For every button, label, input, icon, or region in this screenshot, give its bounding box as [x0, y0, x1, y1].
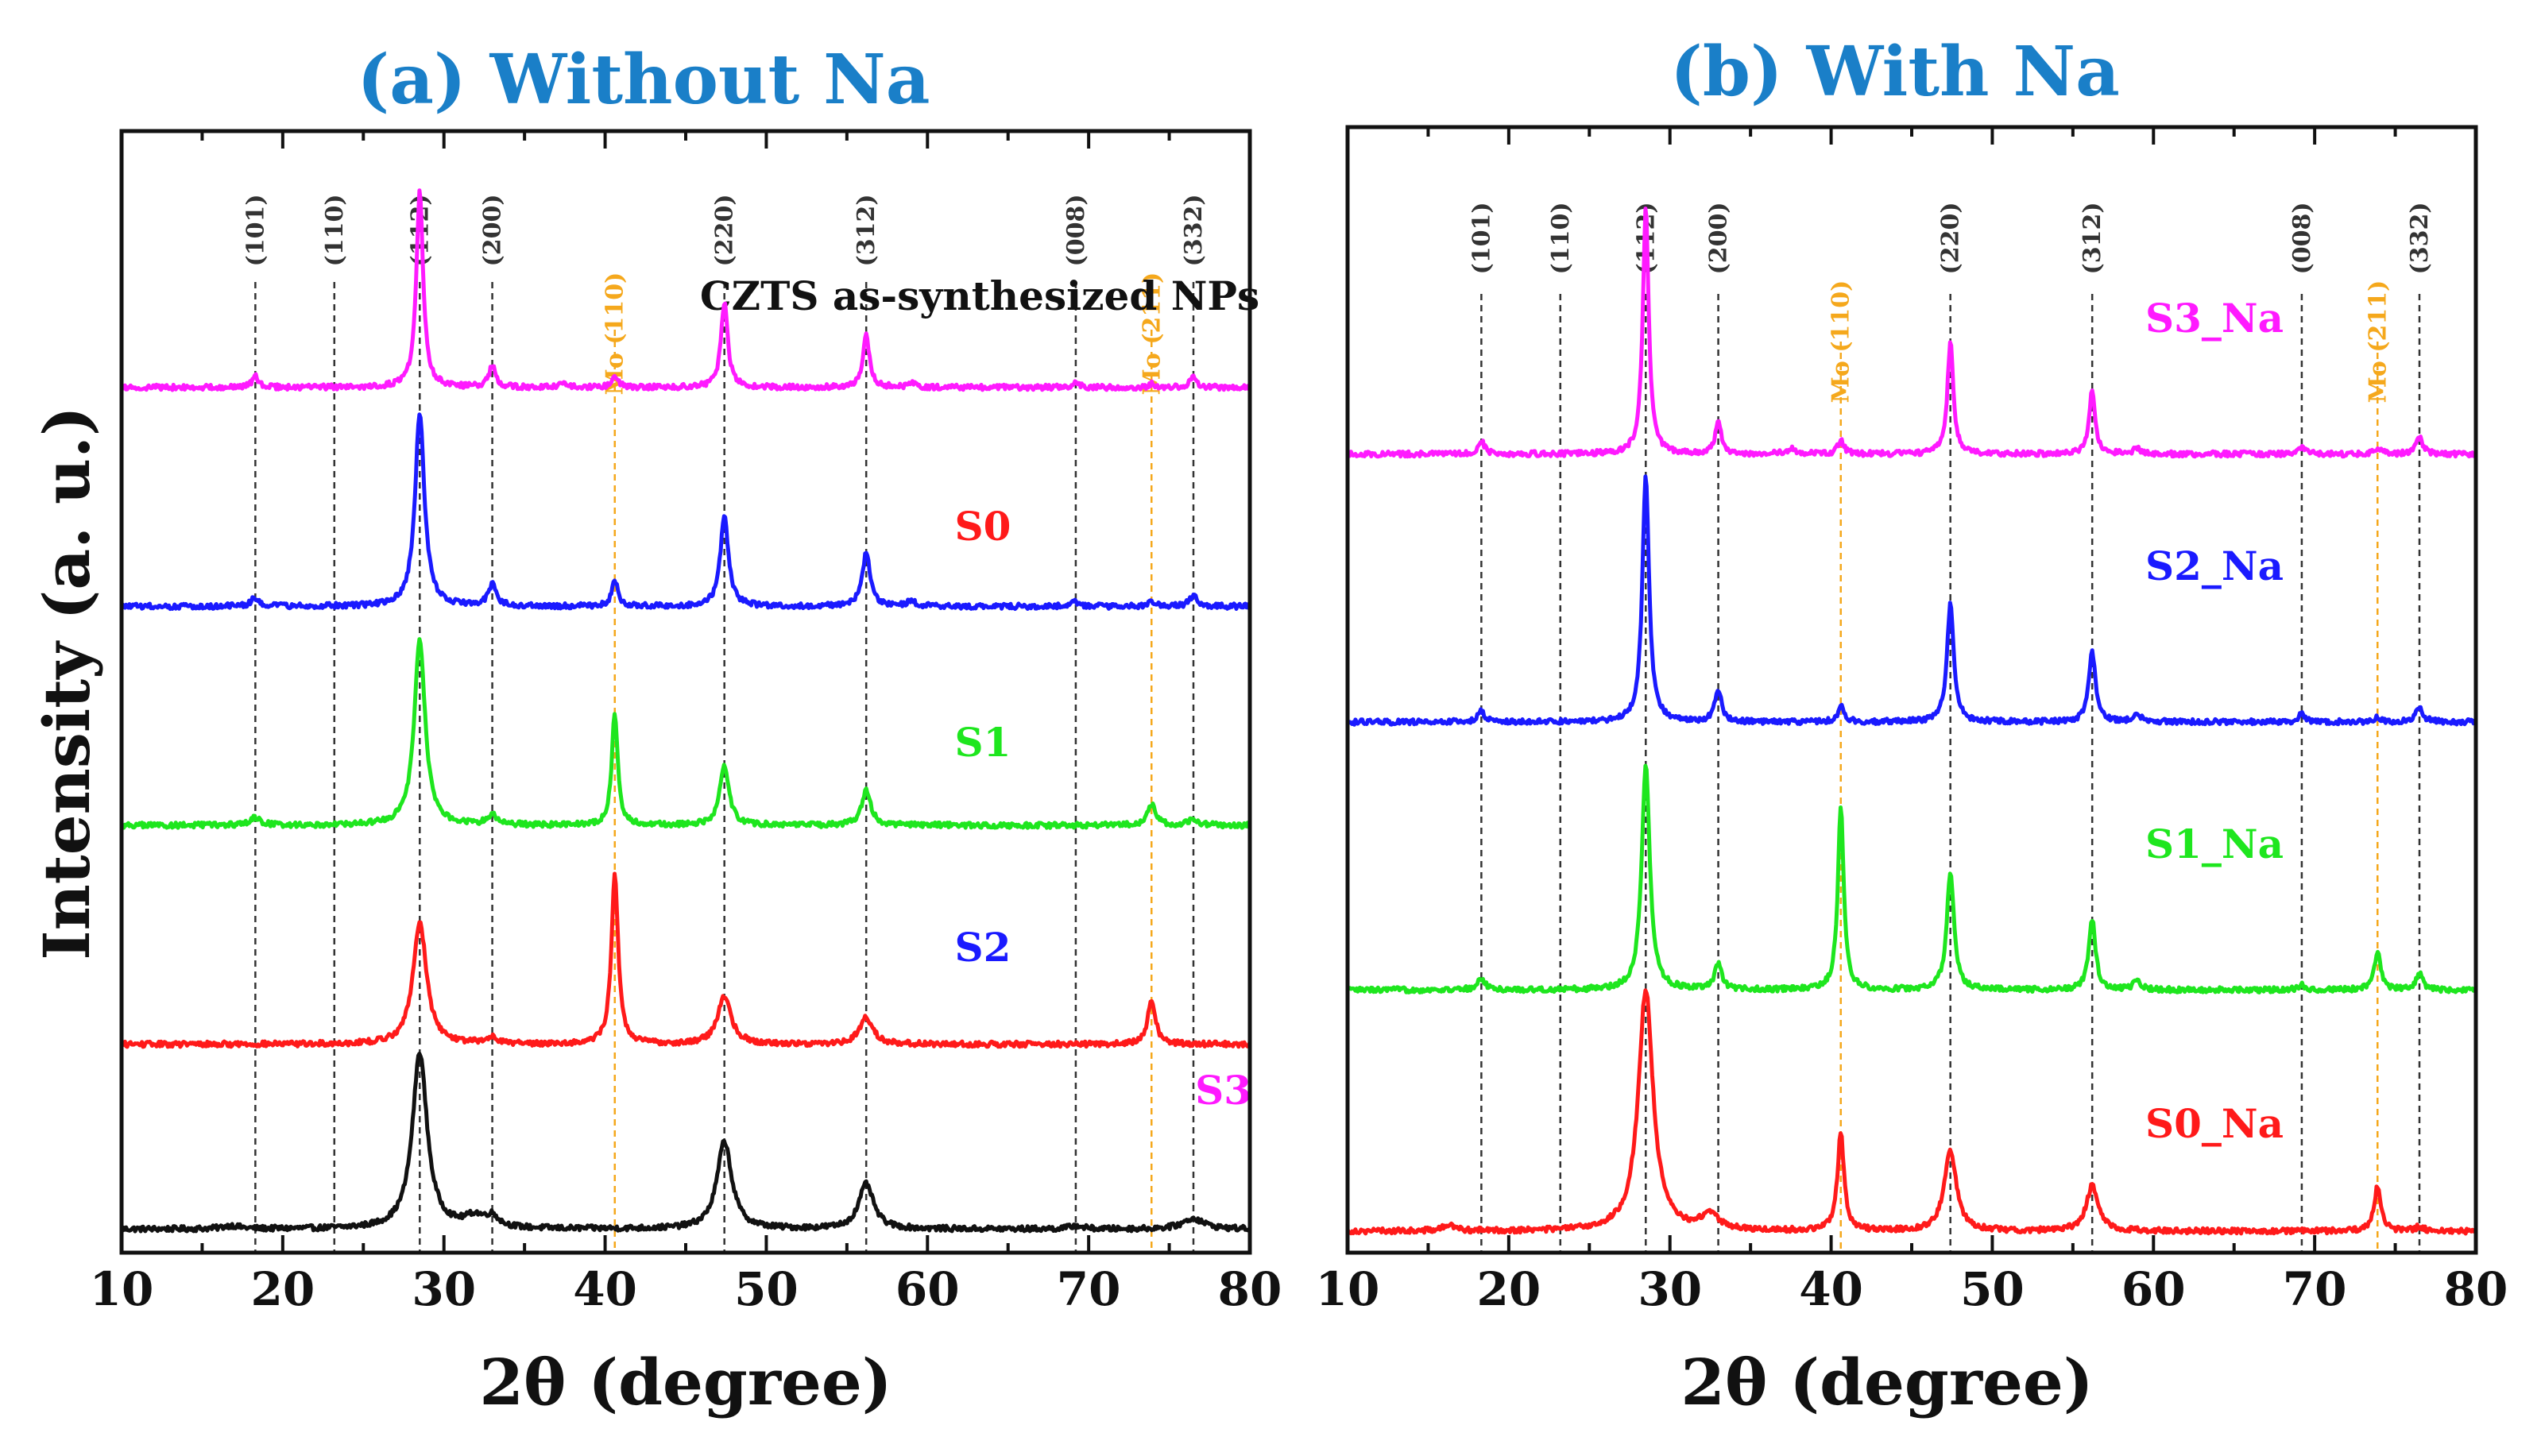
- x-tick-label-40: 40: [1799, 1262, 1863, 1316]
- x-tick-label-10: 10: [1316, 1262, 1380, 1316]
- trace-s1-na: [1345, 763, 2478, 994]
- trace-s3-na: [1345, 207, 2478, 459]
- ref-label-mo-110: Mo (110): [1827, 280, 1855, 404]
- panel-b-x-ticks: 10 20 30 40 50 60 70 80: [1316, 127, 2508, 1316]
- x-tick-label-30: 30: [412, 1262, 476, 1316]
- panel-b-traces: S0_Na S1_Na S2_Na S3_Na: [1345, 207, 2478, 1236]
- ref-label-200: (200): [479, 194, 507, 266]
- trace-s0: [119, 871, 1252, 1049]
- x-tick-label-70: 70: [2283, 1262, 2347, 1316]
- series-label-s2-na: S2_Na: [2145, 543, 2284, 589]
- x-tick-label-40: 40: [573, 1262, 637, 1316]
- ref-label-312: (312): [853, 194, 880, 266]
- panel-a-x-ticks: 10 20 30 40 50 60 70 80: [90, 131, 1282, 1316]
- ref-label-mo-211: Mo (211): [1138, 272, 1166, 396]
- trace-s0-na: [1345, 988, 2478, 1236]
- x-tick-label-30: 30: [1638, 1262, 1702, 1316]
- x-tick-label-10: 10: [90, 1262, 154, 1316]
- x-tick-label-20: 20: [250, 1262, 315, 1316]
- trace-s2-na: [1345, 474, 2478, 727]
- series-label-s2: S2: [955, 924, 1011, 971]
- x-tick-label-50: 50: [734, 1262, 799, 1316]
- ref-label-332: (332): [2406, 202, 2434, 274]
- ref-label-008: (008): [1062, 194, 1090, 266]
- ref-label-220: (220): [1937, 202, 1965, 274]
- series-label-czts-as-synthesized-nps: CZTS as-synthesized NPs: [700, 272, 1259, 319]
- series-label-s1-na: S1_Na: [2145, 821, 2284, 867]
- panel-a-title: (a) Without Na: [358, 40, 930, 120]
- x-tick-label-80: 80: [2444, 1262, 2508, 1316]
- ref-label-101: (101): [242, 194, 269, 266]
- x-tick-label-80: 80: [1218, 1262, 1282, 1316]
- series-label-s0: S0: [955, 503, 1011, 550]
- series-label-s1: S1: [955, 719, 1011, 766]
- trace-czts-as-synthesized-nps: [119, 1052, 1252, 1234]
- ref-label-008: (008): [2288, 202, 2316, 274]
- panel-a-reference-lines: (101) (110) (112) (200)Mo (110)(220) (312) (0…: [242, 194, 1208, 1253]
- x-tick-label-60: 60: [895, 1262, 960, 1316]
- panel-b-title: (b) With Na: [1670, 32, 2120, 112]
- panel-a-x-axis-title: 2θ (degree): [479, 1345, 891, 1419]
- panel-a-plot-frame: [119, 129, 1252, 1255]
- ref-label-312: (312): [2079, 202, 2106, 274]
- ref-label-220: (220): [711, 194, 739, 266]
- trace-s3: [119, 188, 1252, 392]
- panel-a-without-na: (a) Without Na Intensity (a. u.) 2θ (deg…: [29, 40, 1282, 1419]
- trace-s2: [119, 412, 1252, 612]
- x-tick-label-50: 50: [1960, 1262, 2025, 1316]
- series-label-s3-na: S3_Na: [2145, 295, 2284, 342]
- x-tick-label-60: 60: [2121, 1262, 2186, 1316]
- panel-b-x-axis-title: 2θ (degree): [1680, 1345, 2093, 1419]
- trace-s1: [119, 637, 1252, 830]
- series-label-s0-na: S0_Na: [2145, 1100, 2284, 1147]
- ref-label-332: (332): [1180, 194, 1208, 266]
- x-tick-label-70: 70: [1057, 1262, 1121, 1316]
- y-axis-title: Intensity (a. u.): [29, 406, 104, 960]
- ref-label-110: (110): [321, 194, 349, 266]
- ref-label-101: (101): [1468, 202, 1495, 274]
- ref-label-110: (110): [1547, 202, 1575, 274]
- panel-a-traces: CZTS as-synthesized NPs S0 S1 S2 S3: [119, 188, 1259, 1234]
- x-tick-label-20: 20: [1476, 1262, 1541, 1316]
- panel-b-with-na: (b) With Na 2θ (degree) (101) (110) (112)(…: [1316, 32, 2508, 1419]
- series-label-s3: S3: [1195, 1067, 1251, 1114]
- ref-label-mo-211: Mo (211): [2364, 280, 2392, 404]
- ref-label-200: (200): [1705, 202, 1733, 274]
- panel-b-plot-frame: [1345, 125, 2478, 1255]
